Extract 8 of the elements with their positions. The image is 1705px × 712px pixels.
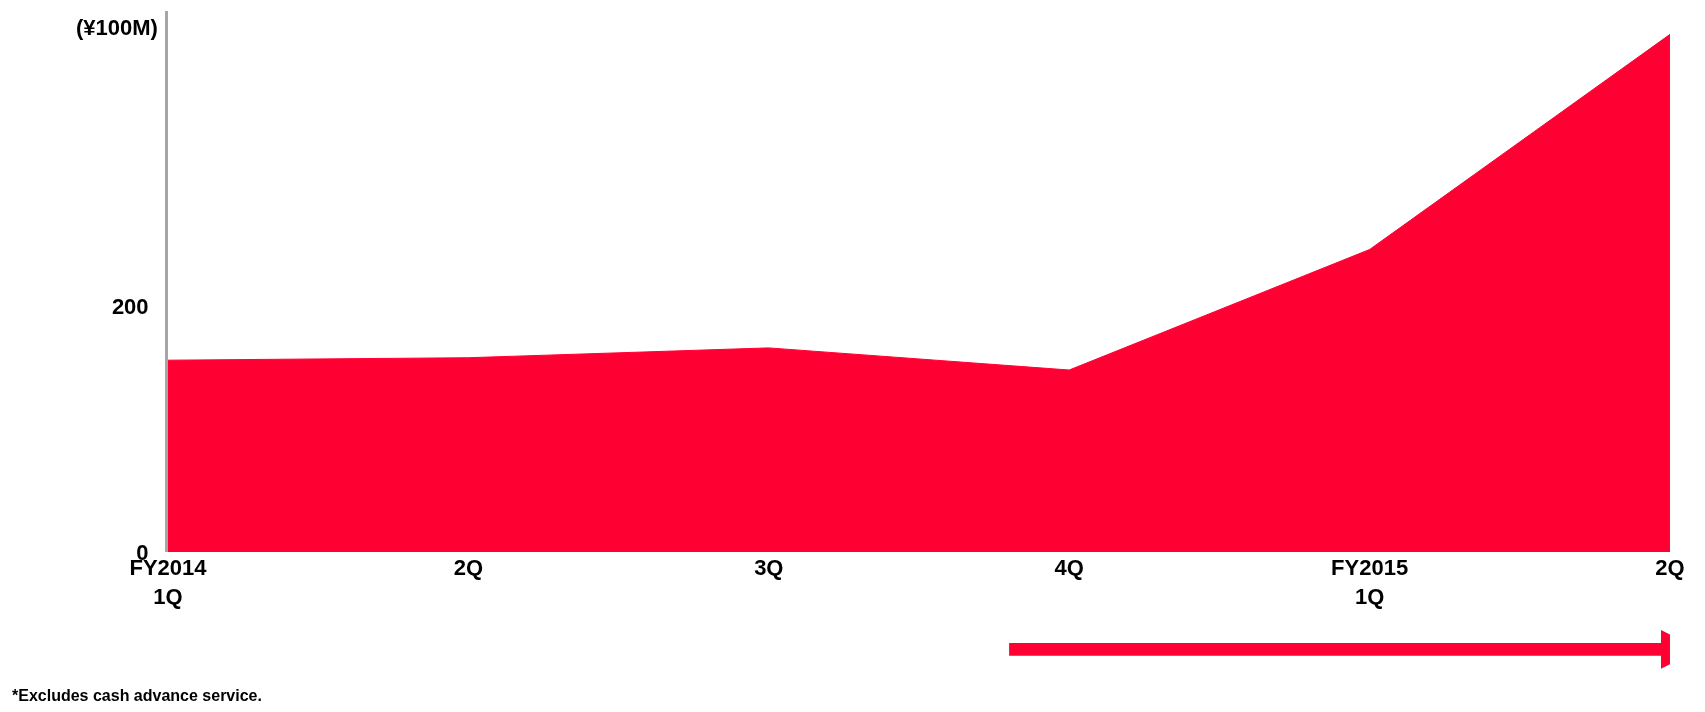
x-tick-label: 3Q	[754, 555, 784, 580]
x-tick-label: 4Q	[1054, 555, 1084, 580]
text: *Excludes cash advance service.	[12, 687, 262, 704]
x-tick-label: 2Q	[453, 555, 484, 580]
x-tick-label: 2Q	[1655, 555, 1685, 580]
y-axis-title: (¥100M)	[76, 15, 158, 40]
y-tick-label: 200	[111, 293, 149, 319]
x-tick-label: FY2015 1Q	[1331, 555, 1409, 609]
